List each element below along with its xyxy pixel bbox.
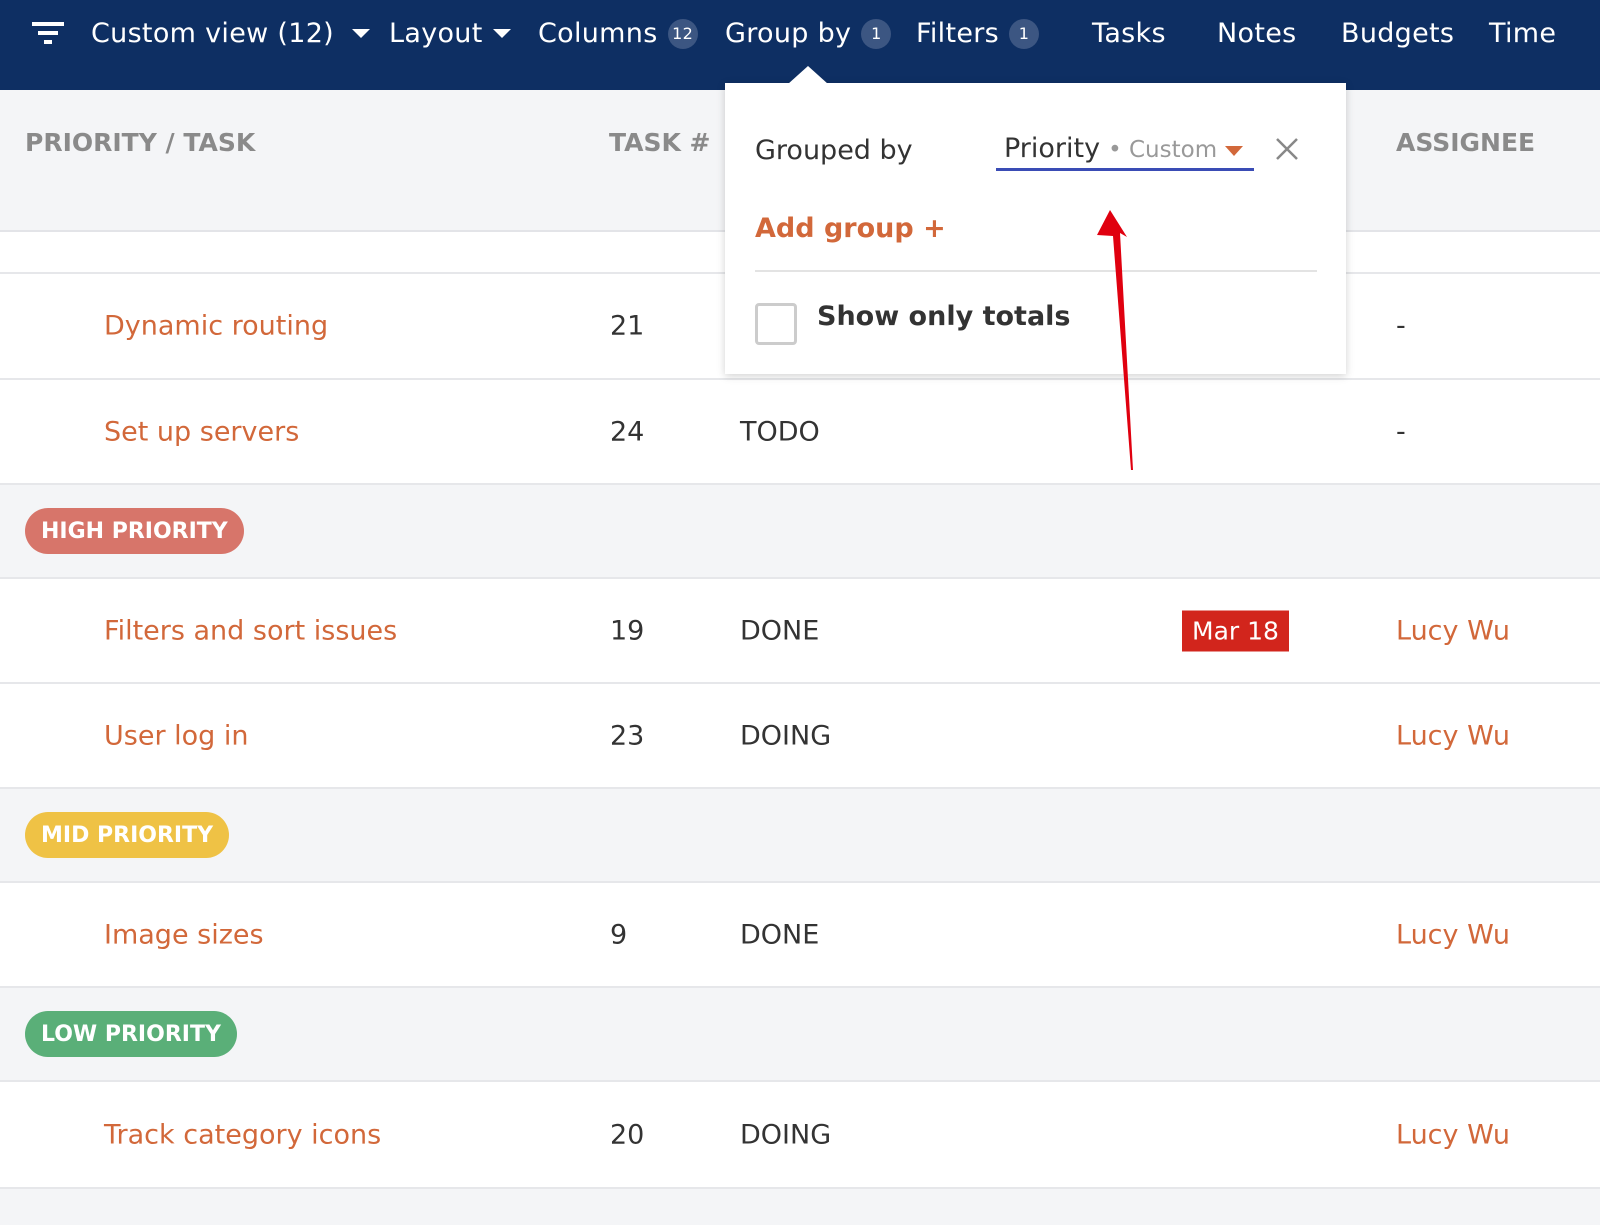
table-row[interactable]: Track category icons 20 DOING Lucy Wu (0, 1082, 1600, 1189)
group-by-label: Group by (725, 18, 852, 49)
task-status: DOING (740, 720, 832, 751)
layout-label: Layout (389, 18, 483, 49)
task-number: 23 (610, 720, 645, 751)
group-by-popover: Grouped by Priority • Custom Add group +… (725, 66, 1346, 374)
columns-count-badge: 12 (667, 18, 698, 49)
table-row[interactable]: Image sizes 9 DONE Lucy Wu (0, 883, 1600, 988)
tab-time[interactable]: Time (1489, 18, 1557, 49)
column-header-task[interactable]: PRIORITY / TASK (25, 128, 256, 157)
divider (755, 270, 1317, 272)
tab-notes[interactable]: Notes (1217, 18, 1297, 49)
columns-label: Columns (538, 18, 658, 49)
filters-count-badge: 1 (1009, 18, 1040, 49)
chevron-down-icon (352, 29, 371, 38)
task-name[interactable]: Filters and sort issues (104, 615, 398, 646)
task-status: DONE (740, 615, 820, 646)
tab-budgets[interactable]: Budgets (1341, 18, 1455, 49)
task-name[interactable]: Dynamic routing (104, 310, 329, 342)
group-header-low[interactable]: LOW PRIORITY (0, 988, 1600, 1082)
close-icon[interactable] (1275, 137, 1299, 168)
task-name[interactable]: Set up servers (104, 416, 300, 447)
table-row[interactable]: Filters and sort issues 19 DONE Mar 18 L… (0, 579, 1600, 684)
task-status: TODO (740, 416, 820, 447)
show-only-totals-label[interactable]: Show only totals (817, 301, 1071, 332)
task-name[interactable]: User log in (104, 720, 249, 751)
column-header-task-number[interactable]: TASK # (609, 128, 711, 157)
group-header-mid[interactable]: MID PRIORITY (0, 789, 1600, 883)
custom-view-dropdown[interactable]: Custom view (12) (91, 18, 371, 49)
group-by-count-badge: 1 (861, 18, 892, 49)
filters-button[interactable]: Filters 1 (916, 18, 1040, 49)
table-row[interactable]: User log in 23 DOING Lucy Wu (0, 684, 1600, 789)
task-number: 24 (610, 416, 645, 447)
tab-tasks[interactable]: Tasks (1092, 18, 1166, 49)
task-number: 20 (610, 1119, 645, 1150)
assignee[interactable]: Lucy Wu (1396, 1119, 1510, 1150)
table-row[interactable]: Set up servers 24 TODO - (0, 380, 1600, 485)
due-date-badge: Mar 18 (1182, 610, 1289, 651)
task-name[interactable]: Image sizes (104, 919, 264, 950)
layout-dropdown[interactable]: Layout (389, 18, 511, 49)
group-field-select[interactable]: Priority • Custom (996, 133, 1254, 171)
assignee: - (1396, 416, 1406, 447)
custom-view-label: Custom view (12) (91, 18, 335, 49)
filters-label: Filters (916, 18, 1000, 49)
priority-badge-low: LOW PRIORITY (25, 1011, 237, 1057)
filter-lines-icon[interactable] (32, 20, 64, 46)
task-status: DONE (740, 919, 820, 950)
task-number: 21 (610, 310, 645, 342)
task-status: DOING (740, 1119, 832, 1150)
group-by-button[interactable]: Group by 1 (725, 18, 892, 49)
show-only-totals-checkbox[interactable] (755, 303, 797, 345)
annotation-arrow-icon (1097, 210, 1133, 470)
column-header-assignee[interactable]: ASSIGNEE (1396, 128, 1536, 157)
task-number: 19 (610, 615, 645, 646)
assignee: - (1396, 310, 1406, 342)
top-toolbar: Custom view (12) Layout Columns 12 Group … (0, 0, 1600, 90)
columns-button[interactable]: Columns 12 (538, 18, 698, 49)
assignee[interactable]: Lucy Wu (1396, 919, 1510, 950)
chevron-down-icon (492, 29, 511, 38)
chevron-down-icon (1225, 145, 1244, 156)
group-header-high[interactable]: HIGH PRIORITY (0, 485, 1600, 579)
task-number: 9 (610, 919, 628, 950)
assignee[interactable]: Lucy Wu (1396, 720, 1510, 751)
popover-pointer (788, 66, 828, 84)
add-group-button[interactable]: Add group + (755, 213, 946, 244)
priority-badge-high: HIGH PRIORITY (25, 508, 244, 554)
priority-badge-mid: MID PRIORITY (25, 812, 230, 858)
assignee[interactable]: Lucy Wu (1396, 615, 1510, 646)
group-field-sort: • Custom (1108, 137, 1218, 163)
grouped-by-label: Grouped by (755, 135, 913, 166)
task-name[interactable]: Track category icons (104, 1119, 382, 1150)
group-field-value: Priority (1004, 133, 1101, 164)
